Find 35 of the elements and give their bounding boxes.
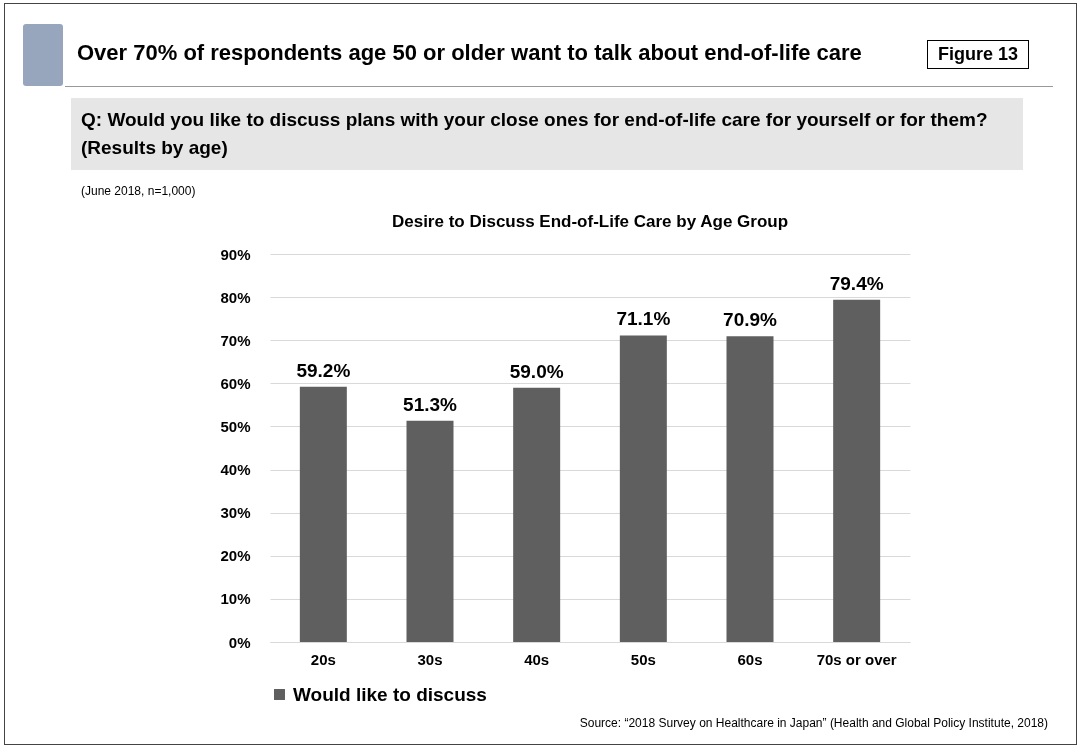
bar [833, 299, 881, 642]
chart-title: Desire to Discuss End-of-Life Care by Age Group [391, 212, 789, 231]
y-tick-label: 60% [220, 374, 251, 392]
y-tick-label: 10% [220, 590, 251, 608]
data-label: 51.3% [403, 393, 458, 415]
x-tick-label: 30s [417, 650, 443, 668]
source-note: Source: “2018 Survey on Healthcare in Japan” (Health and Global Policy Institute, 2018) [579, 716, 1048, 730]
x-tick-label: 70s or over [816, 650, 897, 668]
data-label: 79.4% [829, 272, 884, 294]
bar [726, 336, 774, 642]
data-label: 70.9% [723, 309, 778, 331]
legend-label: Would like to discuss [293, 683, 487, 705]
bar [619, 335, 667, 642]
y-tick-label: 50% [220, 417, 251, 435]
data-label: 59.0% [509, 360, 564, 382]
x-tick-label: 50s [630, 650, 656, 668]
text: Over 70% of respondents age 50 or older want to talk about end-of-life care [77, 40, 862, 66]
y-tick-label: 0% [228, 633, 251, 651]
data-label: 71.1% [616, 308, 671, 330]
caption: Figure 13 [927, 40, 1030, 69]
y-tick-label: 30% [220, 504, 251, 522]
x-tick-label: 60s [737, 650, 763, 668]
bar [299, 386, 347, 642]
y-tick-label: 70% [220, 331, 251, 349]
bar [406, 420, 454, 642]
y-tick-label: 90% [220, 245, 251, 263]
text: Q: Would you like to discuss plans with your close ones for end-of-life care for yourself or for them? (Results by age) [71, 98, 1023, 170]
y-tick-label: 80% [220, 288, 251, 306]
bar [513, 387, 561, 642]
y-tick-label: 20% [220, 547, 251, 565]
text: (June 2018, n=1,000) [81, 184, 196, 198]
y-tick-label: 40% [220, 461, 251, 479]
x-tick-label: 40s [524, 650, 550, 668]
data-label: 59.2% [296, 359, 351, 381]
x-tick-label: 20s [310, 650, 336, 668]
